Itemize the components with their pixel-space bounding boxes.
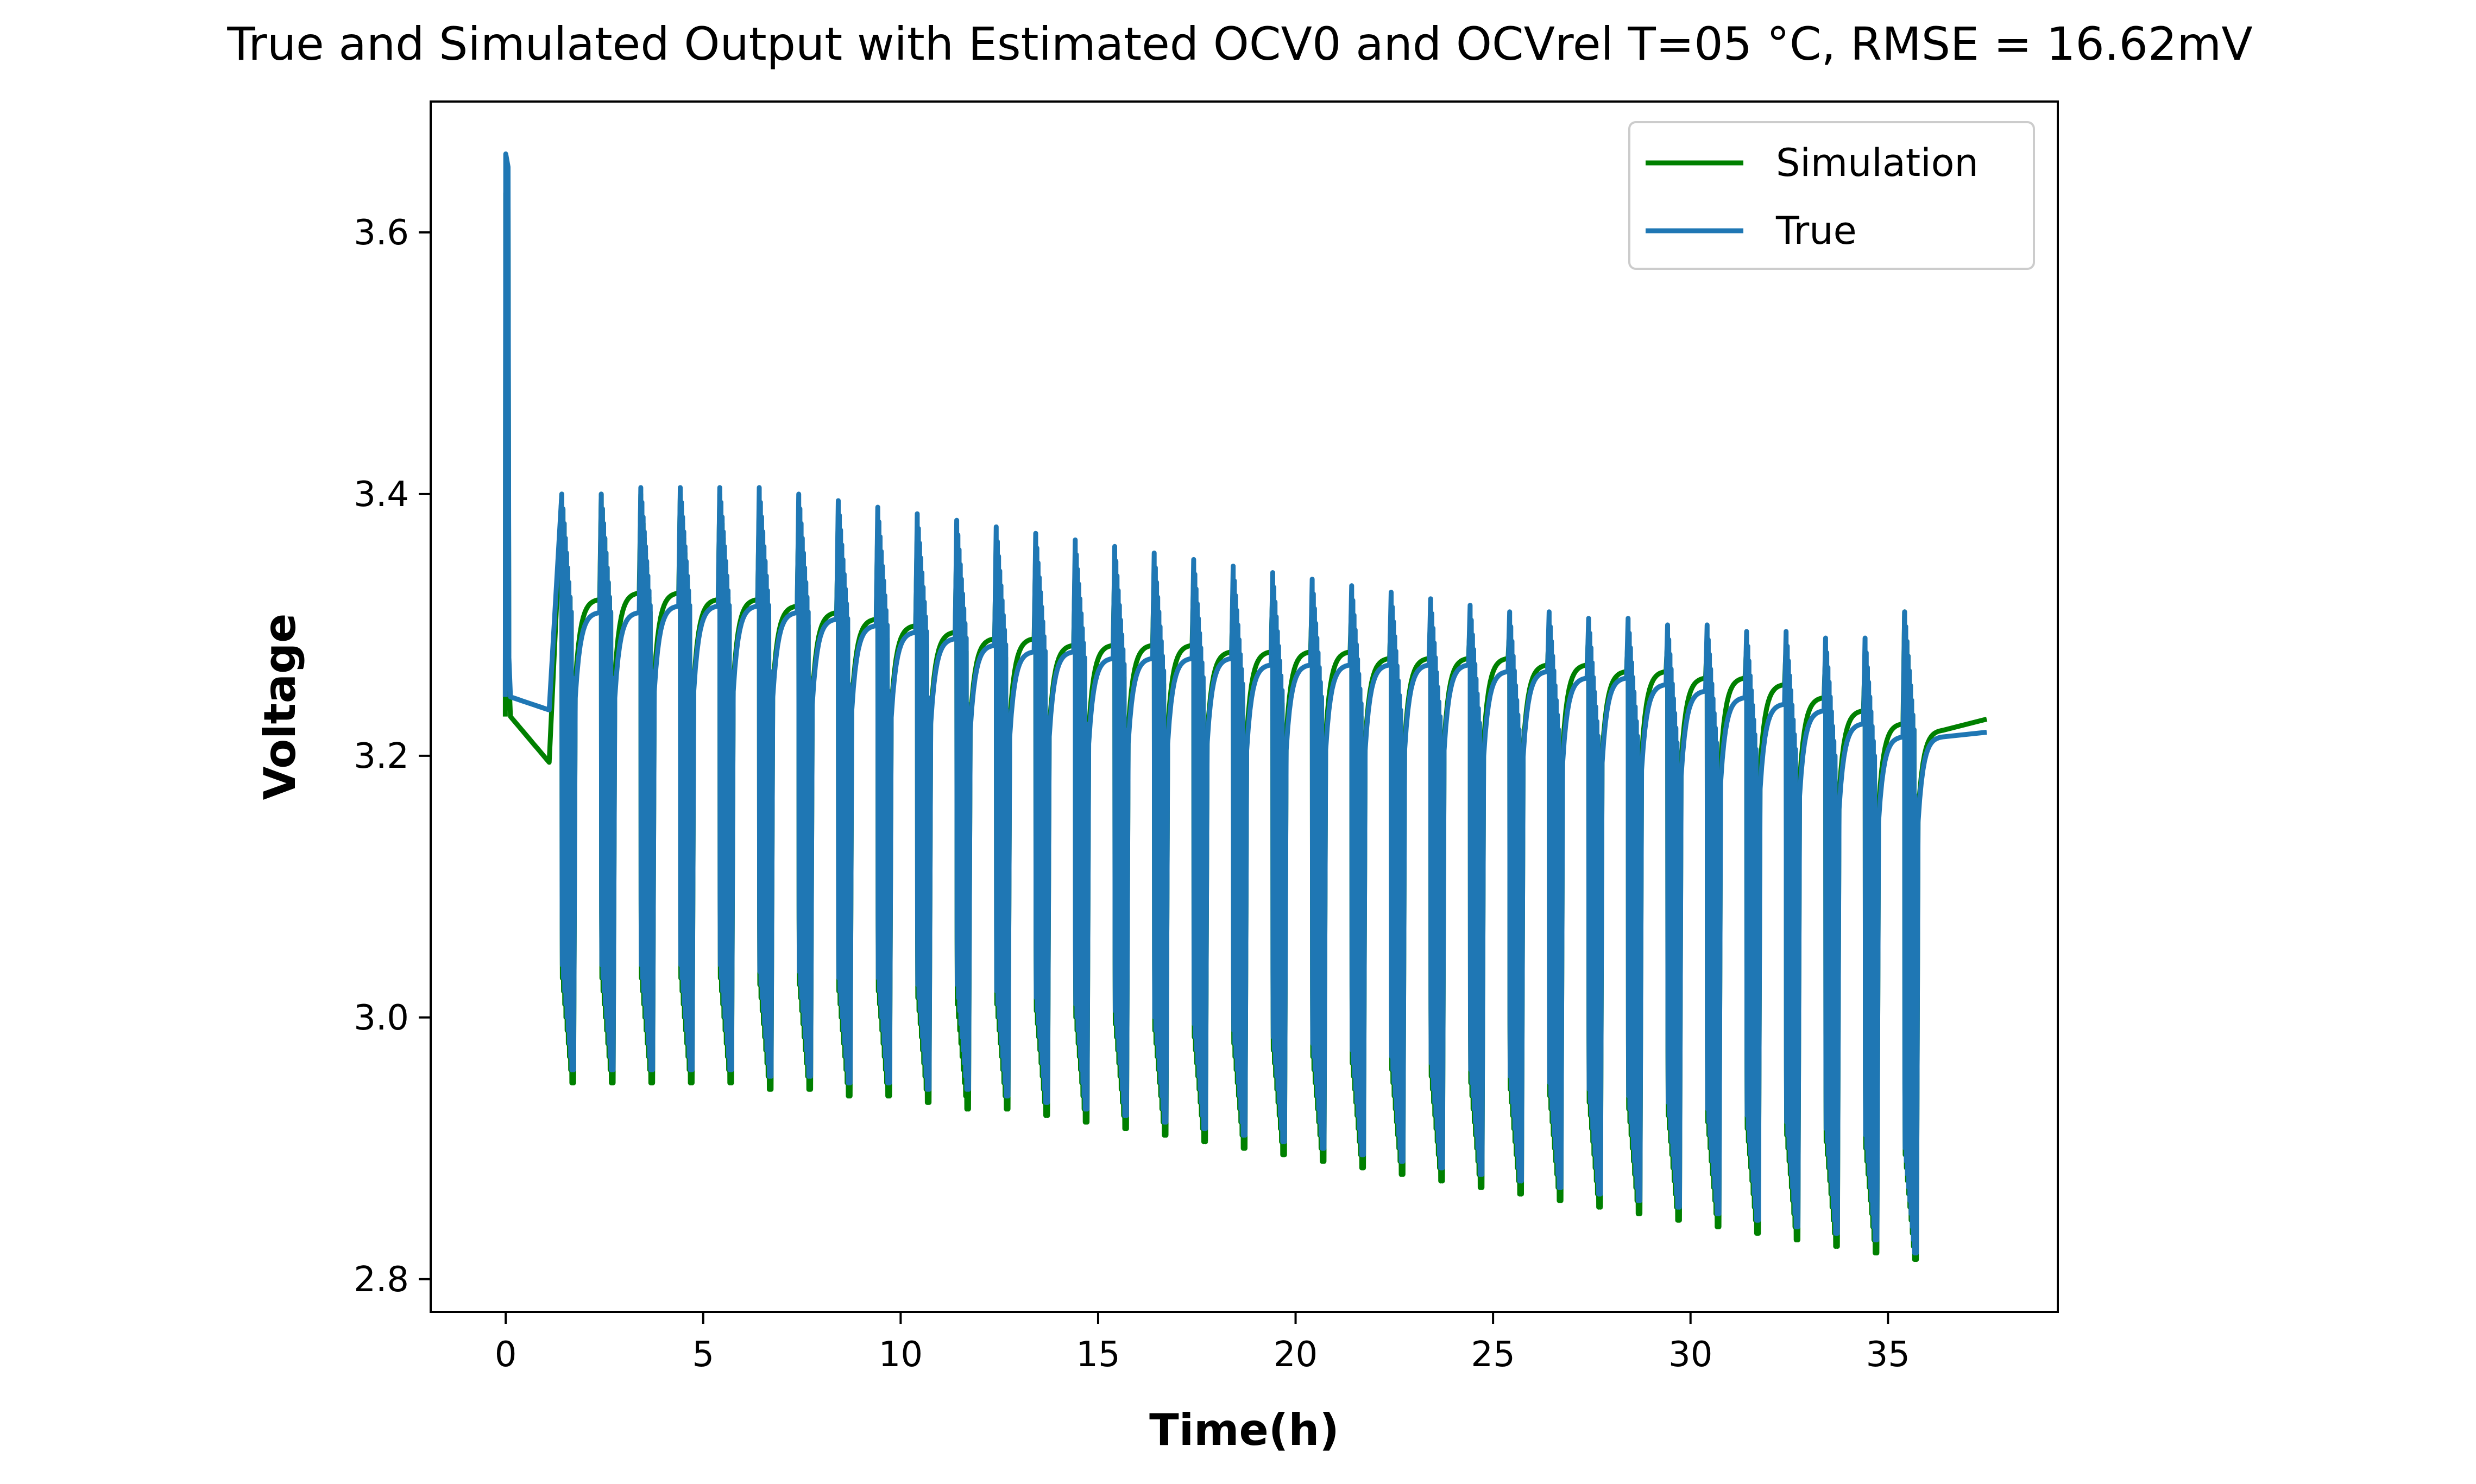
y-tick-label: 2.8 [354,1260,409,1300]
x-axis-ticks: 0 5 10 15 20 25 30 35 [495,1312,1910,1375]
y-tick-label: 3.4 [354,475,409,515]
legend-label-true: True [1775,209,1857,253]
legend: Simulation True [1628,121,2035,270]
chart-title: True and Simulated Output with Estimated… [226,17,2252,71]
y-tick-label: 3.6 [354,213,409,253]
series-layer [502,151,1988,1262]
x-tick-label: 5 [692,1335,714,1375]
y-tick-label: 3.0 [354,998,409,1038]
x-tick-label: 35 [1866,1335,1910,1375]
x-tick-label: 15 [1076,1335,1120,1375]
x-tick-label: 10 [879,1335,923,1375]
x-tick-label: 30 [1668,1335,1712,1375]
y-axis-ticks: 2.8 3.0 3.2 3.4 3.6 [354,213,431,1300]
legend-label-simulation: Simulation [1776,141,1979,185]
y-axis-label: Voltage [255,614,305,800]
x-tick-label: 0 [495,1335,517,1375]
plot-frame [430,100,2059,1313]
x-tick-label: 20 [1274,1335,1318,1375]
plot-area [430,100,2059,1313]
series-line-true [502,151,1987,1256]
x-tick-label: 25 [1471,1335,1515,1375]
x-axis-label: Time(h) [1149,1405,1339,1455]
y-tick-label: 3.2 [354,736,409,776]
